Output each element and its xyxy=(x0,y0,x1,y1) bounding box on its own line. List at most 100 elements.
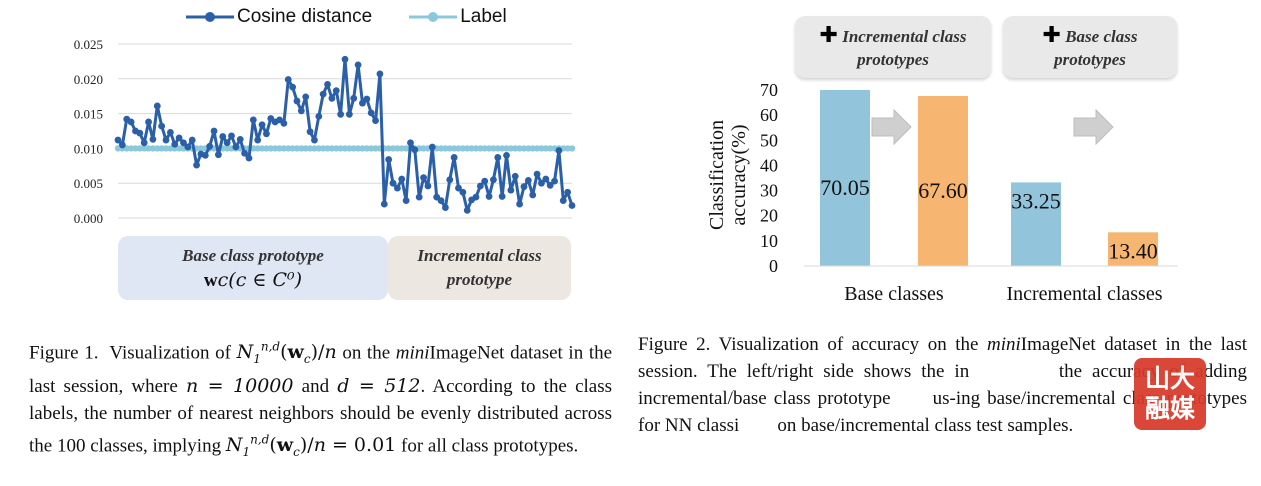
fig1-text5: and xyxy=(301,376,330,398)
annotation-base-line1: ✚ Base class xyxy=(1003,24,1177,48)
cosine-distance-point xyxy=(219,133,227,140)
annotation-inc-text2: prototypes xyxy=(857,49,929,69)
cosine-distance-point xyxy=(319,90,327,98)
y-tick-label: 70 xyxy=(760,80,778,100)
cosine-distance-point xyxy=(485,193,493,200)
chart2-bars xyxy=(820,90,1158,266)
cosine-distance-point xyxy=(516,200,524,208)
region-incremental-class-prototype: Incremental class prototype xyxy=(388,236,571,300)
cosine-distance-point xyxy=(311,136,318,144)
cosine-distance-point xyxy=(166,128,174,136)
cosine-distance-point xyxy=(284,76,292,83)
legend-label-label: Label xyxy=(460,6,507,27)
cosine-distance-point xyxy=(118,141,126,149)
bar xyxy=(820,90,870,266)
cosine-distance-point xyxy=(328,94,336,102)
cosine-distance-point xyxy=(402,197,410,205)
fig1-text7: for all class prototypes. xyxy=(401,435,579,457)
cosine-distance-point xyxy=(236,135,244,143)
y-tick-label: 40 xyxy=(760,155,778,175)
cosine-distance-point xyxy=(258,121,266,129)
cosine-distance-point xyxy=(398,175,406,183)
cosine-distance-point xyxy=(542,175,550,183)
legend-line-marker-label xyxy=(409,12,458,22)
right-arrow-icon xyxy=(871,108,912,146)
cosine-distance-point xyxy=(184,143,192,151)
cosine-distance-point xyxy=(302,93,310,101)
x-category-label: Base classes xyxy=(844,283,944,305)
cosine-distance-point xyxy=(380,200,388,208)
cosine-distance-point xyxy=(228,132,235,140)
cosine-distance-point xyxy=(215,151,222,159)
chart2-y-tick-labels: 70 60 50 40 30 20 10 0 xyxy=(760,80,778,276)
fig1-formula: N1n,d(wc)/n xyxy=(236,340,337,367)
cosine-distance-point xyxy=(127,118,135,126)
cosine-distance-point xyxy=(520,183,528,191)
chart2-value-labels: 70.05 67.60 33.25 13.40 xyxy=(820,175,1158,263)
cosine-distance-point xyxy=(345,110,353,118)
cosine-distance-point xyxy=(241,149,248,157)
chart1-y-tick-labels: 0.025 0.020 0.015 0.010 0.005 0.000 xyxy=(74,37,103,226)
cosine-distance-point xyxy=(171,140,179,148)
chart1-legend: Cosine distance Label xyxy=(185,6,507,28)
cosine-distance-point xyxy=(324,80,331,88)
fig1-text2: on the xyxy=(342,342,391,364)
cosine-distance-point xyxy=(459,188,467,196)
cosine-distance-point xyxy=(350,94,358,102)
bar xyxy=(918,96,968,266)
chart2-category-labels: Base classes Incremental classes xyxy=(844,283,1162,305)
cosine-distance-point xyxy=(293,97,301,105)
region-base-class-prototype: Base class prototype wc(c ∈ C⁰) xyxy=(118,236,388,300)
cosine-distance-point xyxy=(363,95,371,103)
line-chart-cosine-distance: 0.025 0.020 0.015 0.010 0.005 0.000 xyxy=(74,37,576,226)
cosine-distance-point xyxy=(428,143,436,151)
plus-icon: ✚ xyxy=(1042,22,1061,48)
cosine-distance-point xyxy=(289,83,297,91)
bar-value-label: 13.40 xyxy=(1108,238,1158,263)
bar-chart-accuracy: Classification accuracy(%) 70 60 50 40 30 20 1… xyxy=(706,80,1178,305)
cosine-distance-point xyxy=(529,191,537,199)
cosine-distance-point xyxy=(559,197,567,205)
cosine-distance-point xyxy=(337,110,345,118)
legend-label-cosine: Cosine distance xyxy=(237,6,373,27)
cosine-distance-point xyxy=(476,182,484,190)
cosine-distance-line xyxy=(116,57,574,212)
cosine-distance-point xyxy=(140,139,148,147)
chart2-arrows xyxy=(871,108,1114,146)
y-tick-label: 0.005 xyxy=(74,176,103,191)
cosine-distance-point xyxy=(555,147,563,154)
bar-value-label: 67.60 xyxy=(918,178,968,203)
cosine-distance-point xyxy=(263,130,270,138)
cosine-distance-point xyxy=(568,202,576,209)
cosine-distance-point xyxy=(332,87,340,95)
bar-value-label: 70.05 xyxy=(820,175,870,200)
fig2-text3: ImageNet dataset in the last session. Th… xyxy=(638,334,1247,382)
figure1-caption: Figure 1. Visualization of N1n,d(wc)/n o… xyxy=(29,334,612,466)
cosine-distance-point xyxy=(446,176,454,184)
watermark-line1: 山大 xyxy=(1144,364,1195,393)
chart1-cosine-series xyxy=(114,55,576,214)
region-base-formula: wc(c ∈ C⁰) xyxy=(204,268,302,293)
cosine-distance-point xyxy=(494,154,502,161)
cosine-distance-point xyxy=(158,122,166,130)
cosine-distance-point xyxy=(415,193,423,201)
annotation-base-text2: prototypes xyxy=(1054,49,1126,69)
cosine-distance-point xyxy=(136,129,144,137)
cosine-distance-point xyxy=(188,136,196,144)
cosine-distance-point xyxy=(245,154,253,162)
plus-icon: ✚ xyxy=(819,22,838,48)
fig1-text4: ImageNet dataset in the last session, wh… xyxy=(29,342,613,398)
cosine-distance-point xyxy=(393,184,401,192)
y-tick-label: 50 xyxy=(760,130,778,150)
y-tick-label: 0.010 xyxy=(74,141,103,156)
y-tick-label: 20 xyxy=(760,206,778,226)
label-series-point xyxy=(568,145,576,152)
cosine-distance-point xyxy=(463,206,471,214)
fig2-label: Figure 2. xyxy=(638,334,711,355)
bar-value-label: 33.25 xyxy=(1011,188,1061,213)
cosine-distance-point xyxy=(149,135,157,143)
cosine-distance-point xyxy=(481,177,489,185)
y-tick-label: 0.025 xyxy=(74,37,103,52)
annotation-inc-line1: ✚ Incremental class xyxy=(795,24,991,48)
y-axis-title-line2: accuracy(%) xyxy=(728,124,750,225)
